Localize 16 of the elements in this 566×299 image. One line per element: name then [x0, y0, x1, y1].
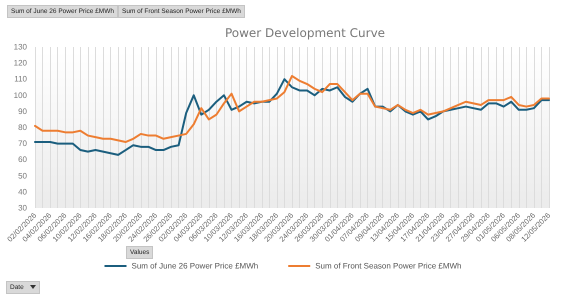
y-tick-label: 30 — [18, 204, 28, 212]
line-series — [34, 78, 550, 156]
y-tick-label: 100 — [14, 90, 28, 100]
y-tick-label: 80 — [18, 123, 28, 132]
y-tick-label: 60 — [18, 155, 28, 164]
chart-title: Power Development Curve — [224, 26, 386, 40]
y-tick-label: 130 — [14, 42, 28, 52]
y-tick-label: 50 — [18, 171, 28, 180]
line-series — [34, 74, 550, 143]
y-tick-label: 120 — [14, 58, 28, 68]
legend-label: Sum of Front Season Power Price £MWh — [315, 262, 462, 270]
y-tick-label: 110 — [14, 74, 28, 84]
y-tick-label: 70 — [18, 139, 28, 148]
legend-label: Sum of June 26 Power Price £MWh — [132, 262, 258, 270]
y-tick-label: 40 — [18, 187, 28, 196]
y-tick-label: 90 — [18, 106, 28, 116]
